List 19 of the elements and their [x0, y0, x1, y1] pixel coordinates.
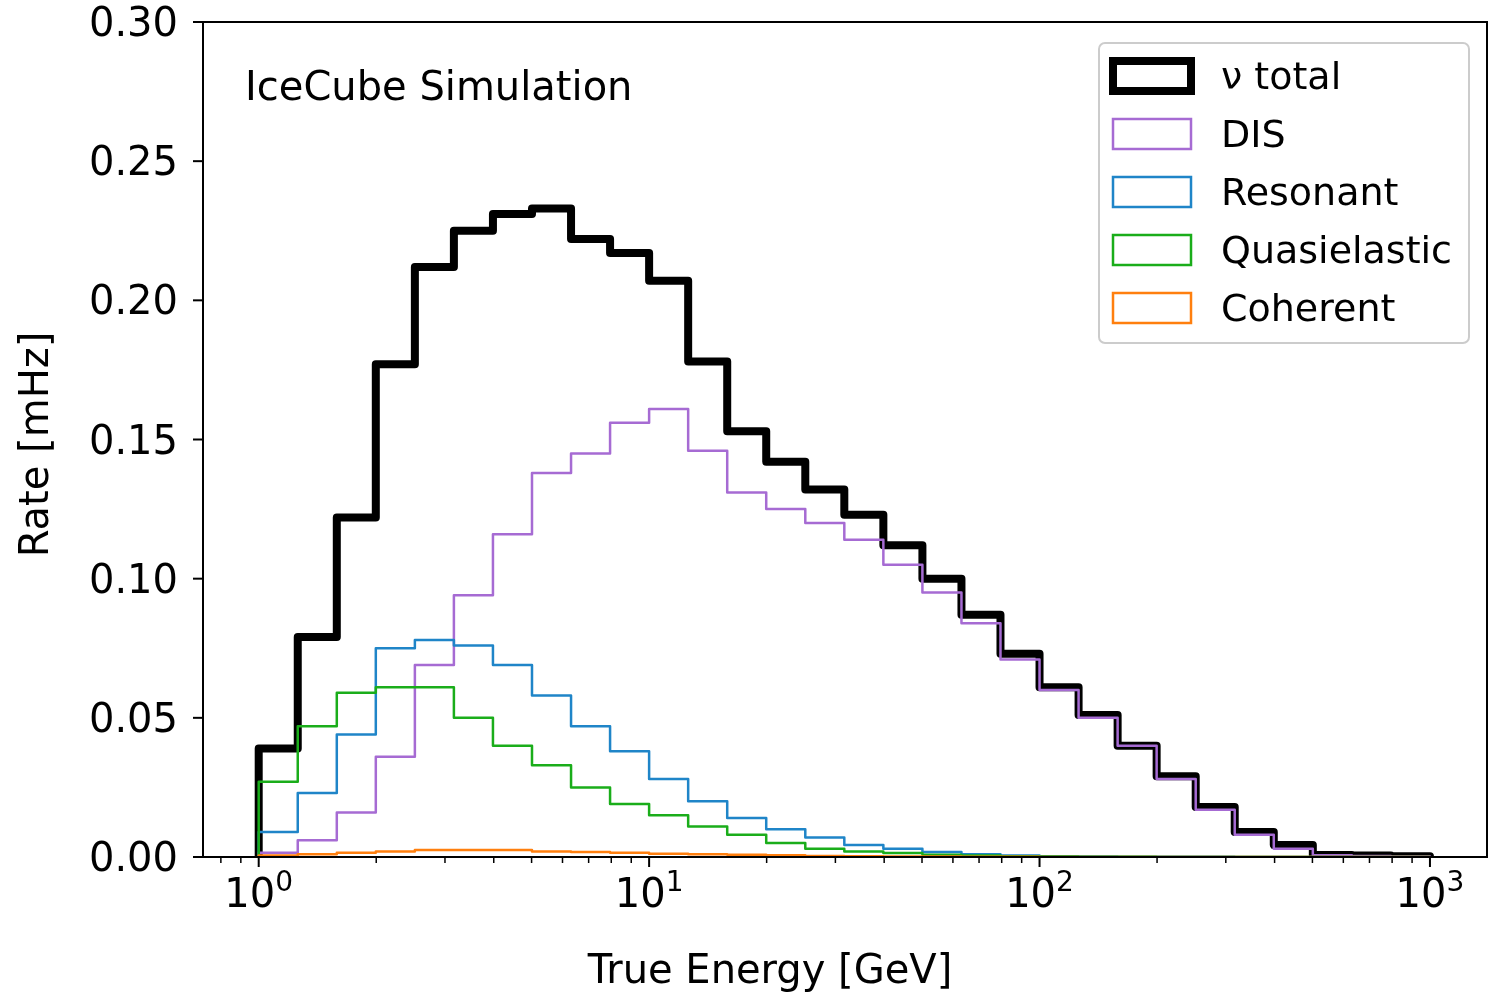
y-tick-label: 0.15: [88, 416, 178, 463]
y-tick-label: 0.10: [88, 555, 178, 602]
y-axis-title: Rate [mHz]: [11, 331, 57, 558]
legend-label: Coherent: [1221, 286, 1396, 330]
x-tick-label: 10$^{1}$: [614, 864, 684, 916]
y-tick-label: 0.25: [88, 138, 178, 185]
y-tick-label: 0.00: [88, 834, 178, 880]
legend-label: Resonant: [1221, 170, 1399, 214]
legend-label: ν total: [1221, 54, 1342, 98]
x-tick-label: 10$^{0}$: [224, 864, 294, 916]
legend-label: DIS: [1221, 112, 1286, 156]
y-tick-label: 0.20: [88, 277, 178, 324]
x-axis-title: True Energy [GeV]: [586, 946, 953, 992]
y-tick-label: 0.05: [88, 694, 178, 741]
x-tick-label: 10$^{2}$: [1005, 864, 1074, 916]
legend-label: Quasielastic: [1221, 228, 1453, 272]
annotation: IceCube Simulation: [245, 63, 633, 109]
y-tick-label: 0.30: [88, 0, 178, 45]
x-tick-label: 10$^{3}$: [1395, 864, 1465, 916]
